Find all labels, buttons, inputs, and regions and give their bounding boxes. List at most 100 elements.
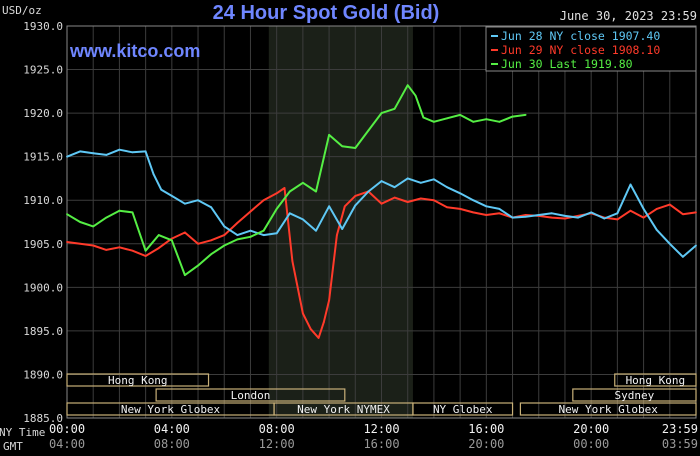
series-line: [66, 148, 697, 258]
x-axis-label-ny: NY Time: [0, 426, 45, 439]
series-point: [301, 218, 304, 221]
series-point: [343, 205, 346, 208]
x-tick-ny: 12:00: [363, 422, 399, 436]
series-point: [655, 228, 658, 231]
series-point: [197, 242, 199, 245]
session-label: New York NYMEX: [297, 403, 390, 416]
series-point: [485, 205, 488, 208]
series-point: [92, 152, 95, 155]
x-tick-ny: 16:00: [468, 422, 504, 436]
series-point: [446, 206, 448, 209]
session-label: Sydney: [615, 389, 655, 402]
series-point: [170, 239, 173, 242]
series-point: [118, 148, 121, 151]
y-tick-label: 1890.0: [23, 368, 63, 381]
series-point: [184, 202, 186, 205]
series-point: [118, 246, 121, 249]
series-point: [422, 116, 425, 119]
x-axis-label-gmt: GMT: [3, 440, 23, 453]
series-point: [131, 151, 134, 154]
series-point: [170, 194, 173, 197]
series-point: [262, 229, 265, 232]
x-tick-ny: 23:59: [662, 422, 698, 436]
series-point: [170, 237, 173, 240]
series-point: [446, 186, 448, 189]
x-tick-gmt: 00:00: [573, 437, 609, 451]
series-point: [157, 234, 160, 236]
series-point: [564, 217, 566, 220]
series-point: [485, 118, 488, 121]
session-bar: [519, 402, 697, 416]
series-point: [354, 194, 357, 197]
series-point: [92, 225, 95, 228]
series-point: [459, 113, 462, 116]
y-tick-label: 1895.0: [23, 325, 63, 338]
series-point: [629, 209, 632, 212]
y-tick-label: 1910.0: [23, 194, 63, 207]
series-point: [629, 183, 632, 186]
x-tick-gmt: 12:00: [259, 437, 295, 451]
series-point: [577, 215, 579, 217]
series-point: [223, 244, 226, 247]
session-bar: [412, 402, 514, 416]
series-point: [160, 188, 163, 191]
legend-entry: Jun 29 NY close 1908.10: [501, 43, 660, 57]
series-point: [341, 145, 344, 148]
x-tick-ny: 04:00: [154, 422, 190, 436]
series-point: [315, 229, 317, 232]
session-bar: [66, 373, 210, 387]
series-point: [144, 249, 147, 252]
series-point: [459, 192, 462, 195]
series-point: [393, 196, 396, 199]
session-bar: [614, 373, 697, 387]
series-point: [301, 181, 304, 184]
series-point: [288, 190, 291, 193]
y-tick-label: 1915.0: [23, 151, 63, 164]
series-point: [498, 120, 501, 123]
series-point: [655, 208, 658, 210]
y-tick-label: 1925.0: [23, 64, 63, 77]
series-point: [210, 206, 213, 209]
series-point: [380, 180, 383, 182]
series-point: [262, 199, 265, 202]
series-point: [681, 255, 684, 258]
series-point: [524, 215, 527, 218]
series-point: [419, 197, 422, 200]
series-point: [92, 244, 95, 247]
y-tick-label: 1905.0: [23, 238, 63, 251]
series-point: [564, 215, 566, 217]
series-point: [197, 264, 199, 267]
series-point: [275, 208, 278, 210]
session-bar: [572, 388, 697, 402]
series-point: [603, 217, 606, 220]
series-point: [419, 181, 422, 184]
series-point: [315, 190, 317, 193]
series-point: [184, 274, 186, 277]
watermark: www.kitco.com: [69, 41, 200, 61]
series-point: [283, 187, 286, 189]
series-point: [433, 178, 435, 181]
x-tick-gmt: 03:59: [662, 437, 698, 451]
session-label: New York Globex: [121, 403, 221, 416]
series-point: [317, 336, 320, 339]
series-point: [157, 247, 160, 250]
series-point: [79, 221, 82, 223]
series-point: [616, 212, 619, 215]
series-point: [511, 115, 514, 118]
x-tick-ny: 00:00: [49, 422, 85, 436]
series-point: [485, 214, 488, 216]
series-point: [275, 192, 278, 195]
series-point: [511, 216, 514, 219]
series-point: [537, 214, 540, 216]
series-point: [66, 155, 68, 158]
series-point: [498, 212, 501, 215]
series-point: [105, 154, 108, 156]
series-point: [66, 241, 68, 243]
series-point: [695, 211, 697, 214]
series-point: [433, 120, 435, 123]
series-point: [414, 94, 417, 97]
session-label: Hong Kong: [108, 374, 168, 387]
session-label: London: [231, 389, 271, 402]
series-point: [249, 229, 252, 232]
session-label: New York Globex: [559, 403, 659, 416]
